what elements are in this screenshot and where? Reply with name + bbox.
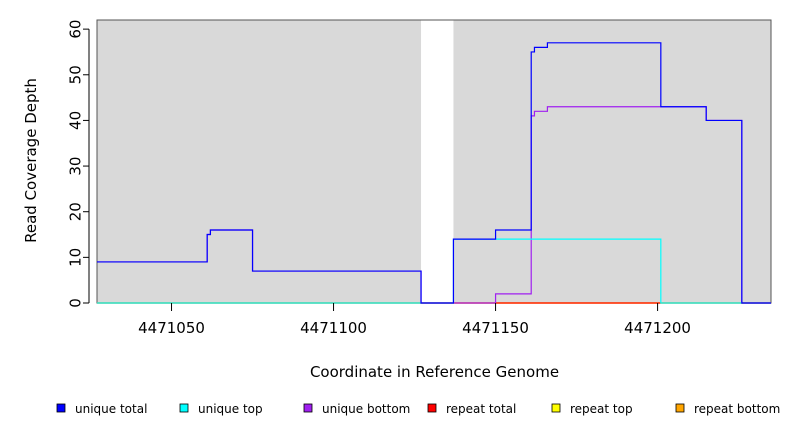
x-axis: 4471050 4471100 4471150 4471200 — [138, 303, 691, 337]
legend-swatch-unique-total — [56, 403, 66, 413]
x-tick-label: 4471100 — [300, 319, 367, 337]
y-tick-label: 60 — [66, 20, 84, 39]
legend-label: unique bottom — [322, 402, 410, 416]
x-tick-label: 4471050 — [138, 319, 205, 337]
y-tick-label: 50 — [66, 65, 84, 84]
y-tick-label: 30 — [66, 157, 84, 176]
series-line-unique-total — [97, 42, 771, 304]
y-axis-title: Read Coverage Depth — [22, 78, 40, 243]
y-tick-label: 20 — [66, 202, 84, 221]
legend-swatch-unique-bottom — [303, 403, 313, 413]
legend-swatch-repeat-total — [427, 403, 437, 413]
y-axis: 0 10 20 30 40 50 60 — [66, 20, 90, 308]
y-tick-label: 40 — [66, 111, 84, 130]
legend-label: repeat top — [570, 402, 633, 416]
series-lines — [97, 42, 771, 304]
legend-swatch-repeat-bottom — [675, 403, 685, 413]
x-axis-title: Coordinate in Reference Genome — [310, 363, 559, 381]
y-tick-label: 10 — [66, 248, 84, 267]
y-tick-label: 0 — [66, 298, 84, 308]
shaded-regions — [97, 20, 771, 303]
legend-label: unique top — [198, 402, 263, 416]
series-line-unique-top — [97, 238, 771, 304]
legend-label: repeat bottom — [694, 402, 780, 416]
shaded-region-2 — [453, 20, 771, 303]
legend-swatch-unique-top — [179, 403, 189, 413]
legend-label: unique total — [75, 402, 147, 416]
legend-label: repeat total — [446, 402, 516, 416]
legend: unique total unique top unique bottom repea… — [56, 402, 780, 416]
shaded-region-1 — [97, 20, 422, 303]
legend-swatch-repeat-top — [551, 403, 561, 413]
x-tick-label: 4471150 — [462, 319, 529, 337]
x-tick-label: 4471200 — [624, 319, 691, 337]
